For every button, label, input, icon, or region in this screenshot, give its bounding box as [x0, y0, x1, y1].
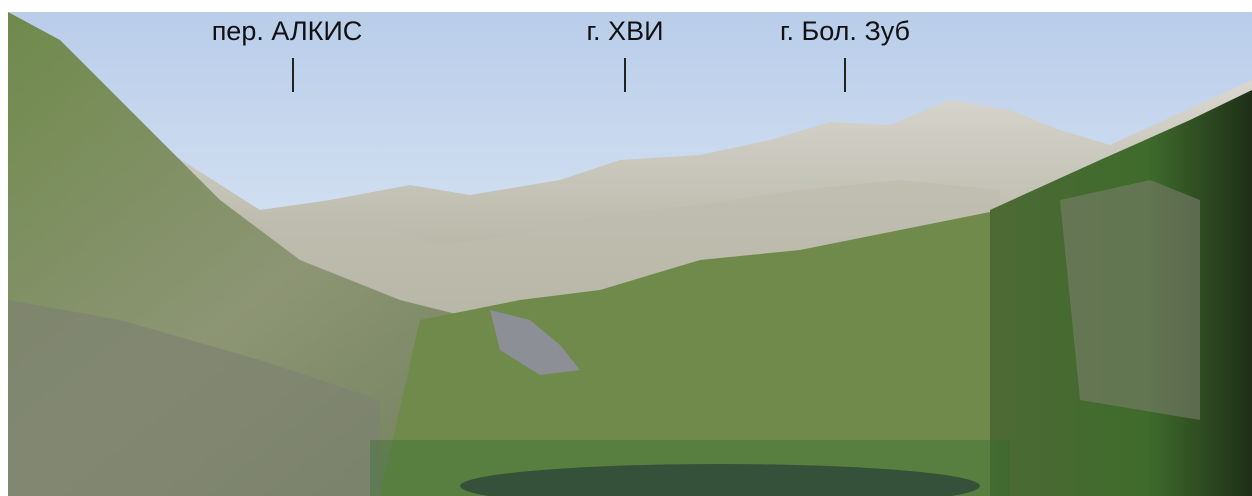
valley-floor: [380, 210, 1000, 496]
rock-face: [1060, 180, 1200, 420]
labels: пер. АЛКИС г. ХВИ г. Бол. Зуб: [212, 16, 910, 92]
lake: [460, 464, 980, 496]
waterfall: [490, 310, 580, 375]
peak-label: пер. АЛКИС: [212, 16, 363, 46]
peak-label: г. ХВИ: [587, 16, 664, 46]
peak-label: г. Бол. Зуб: [780, 16, 910, 46]
photo: [8, 12, 1252, 496]
shore-grass: [370, 440, 1010, 496]
scree: [8, 300, 380, 496]
